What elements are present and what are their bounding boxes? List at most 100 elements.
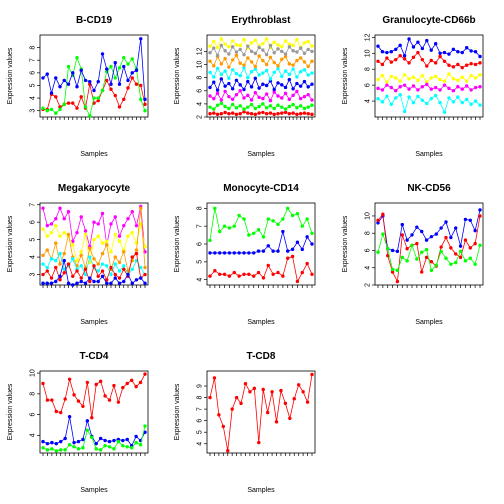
data-point [212, 80, 216, 84]
data-point [295, 106, 299, 110]
data-point [460, 87, 464, 91]
data-point [429, 87, 433, 91]
plot-frame [39, 370, 149, 454]
data-point [54, 265, 58, 270]
series-line [42, 56, 146, 117]
data-point [246, 75, 250, 80]
data-point [264, 112, 269, 116]
data-point [253, 91, 258, 95]
data-point [276, 112, 280, 116]
data-point [394, 47, 398, 52]
data-point [83, 267, 88, 271]
data-point [41, 381, 45, 386]
data-point [376, 77, 380, 82]
data-point [402, 73, 407, 77]
data-point [473, 228, 477, 233]
chart-panel: T-CD4 4 6 8 10 Expression values Samples [7, 351, 149, 494]
data-point [261, 110, 265, 115]
series-line [209, 77, 313, 92]
data-point [76, 447, 81, 451]
data-point [385, 80, 389, 84]
data-point [247, 272, 251, 277]
series-line [377, 73, 481, 83]
data-point [287, 72, 292, 77]
data-point [429, 268, 434, 273]
data-point [376, 86, 380, 91]
data-point [79, 215, 83, 219]
data-point [264, 37, 269, 41]
data-point [447, 63, 451, 67]
data-point [98, 379, 103, 384]
data-point [246, 56, 250, 60]
data-point [227, 274, 232, 278]
data-point [411, 45, 416, 49]
data-point [268, 98, 273, 103]
data-point [261, 71, 265, 75]
data-point [405, 238, 409, 242]
data-point [134, 223, 139, 228]
data-point [130, 267, 134, 271]
data-point [460, 50, 464, 55]
data-point [105, 278, 109, 282]
x-axis-label: Samples [80, 487, 108, 494]
data-point [433, 61, 438, 65]
data-point [45, 441, 50, 446]
data-point [416, 78, 420, 83]
data-point [227, 65, 231, 69]
data-point [306, 92, 310, 97]
data-point [376, 44, 380, 48]
data-point [113, 215, 117, 219]
series [376, 232, 482, 273]
data-point [280, 74, 284, 79]
data-point [478, 54, 482, 59]
data-point [234, 112, 239, 117]
data-point [300, 247, 304, 252]
data-point [395, 268, 400, 273]
y-tick-label: 7 [196, 224, 203, 228]
data-point [473, 262, 477, 266]
data-point [283, 107, 288, 111]
data-point [81, 404, 85, 408]
y-tick-label: 5 [196, 260, 203, 264]
data-point [460, 75, 464, 79]
data-point [45, 269, 49, 273]
data-point [122, 267, 126, 271]
data-point [473, 62, 478, 67]
data-point [425, 82, 429, 87]
data-point [234, 72, 239, 76]
data-point [415, 257, 419, 261]
data-point [310, 112, 314, 117]
data-point [398, 93, 402, 97]
data-point [113, 76, 117, 80]
data-point [402, 83, 407, 87]
data-point [223, 104, 227, 109]
data-point [227, 76, 231, 80]
data-point [478, 85, 482, 89]
data-point [306, 73, 310, 77]
data-point [109, 281, 113, 285]
series-line [209, 207, 313, 241]
data-point [295, 89, 299, 94]
data-point [468, 218, 472, 222]
series-line [209, 54, 313, 69]
data-point [239, 401, 243, 406]
y-tick-label: 6 [29, 71, 36, 75]
data-point [287, 112, 292, 116]
data-point [306, 39, 310, 44]
data-point [295, 112, 299, 117]
data-point [246, 79, 250, 84]
data-point [103, 438, 107, 443]
data-point [107, 439, 112, 444]
data-point [223, 110, 227, 115]
data-point [58, 262, 62, 266]
data-point [113, 93, 117, 98]
data-point [261, 82, 265, 86]
data-point [98, 436, 103, 441]
data-point [139, 276, 143, 280]
data-point [62, 251, 66, 256]
data-point [103, 444, 107, 448]
data-point [75, 230, 79, 235]
data-point [90, 416, 94, 420]
data-point [234, 43, 239, 47]
